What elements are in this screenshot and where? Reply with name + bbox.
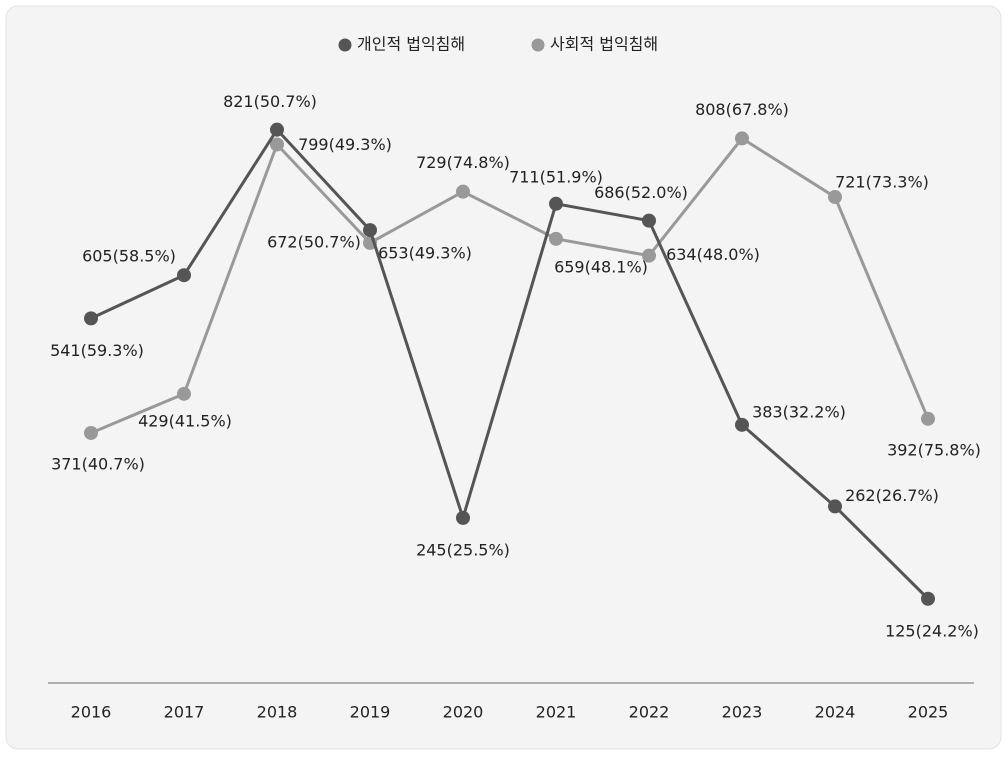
data-point <box>642 248 656 263</box>
data-point <box>549 196 563 211</box>
data-point <box>84 311 98 326</box>
data-point <box>84 425 98 440</box>
data-label: 245(25.5%) <box>416 540 510 559</box>
data-point <box>921 411 935 426</box>
x-tick-label: 2025 <box>908 703 949 722</box>
data-label: 821(50.7%) <box>223 92 317 111</box>
x-tick-label: 2017 <box>164 703 205 722</box>
data-point <box>177 386 191 401</box>
legend-label: 개인적 법익침해 <box>357 35 465 54</box>
data-point <box>270 122 284 137</box>
data-point <box>735 131 749 146</box>
data-point <box>456 510 470 525</box>
data-label: 808(67.8%) <box>695 100 789 119</box>
data-label: 659(48.1%) <box>554 257 648 276</box>
data-label: 634(48.0%) <box>666 245 760 264</box>
data-label: 653(49.3%) <box>378 243 472 262</box>
data-point <box>921 591 935 606</box>
data-point <box>549 231 563 246</box>
data-label: 125(24.2%) <box>885 621 979 640</box>
data-label: 429(41.5%) <box>138 411 232 430</box>
legend-marker <box>531 38 545 52</box>
data-point <box>177 268 191 283</box>
x-tick-label: 2018 <box>257 703 298 722</box>
x-tick-label: 2019 <box>350 703 391 722</box>
legend-marker <box>338 38 352 52</box>
series-line <box>90 127 930 600</box>
data-label: 371(40.7%) <box>51 454 145 473</box>
data-point <box>828 499 842 514</box>
x-tick-label: 2021 <box>536 703 577 722</box>
x-tick-label: 2024 <box>815 703 856 722</box>
data-label: 711(51.9%) <box>509 167 603 186</box>
data-label: 721(73.3%) <box>835 173 929 192</box>
x-tick-label: 2023 <box>722 703 763 722</box>
data-label: 383(32.2%) <box>752 402 846 421</box>
data-label: 392(75.8%) <box>887 440 981 459</box>
data-point <box>735 417 749 432</box>
data-point <box>270 137 284 152</box>
data-label: 262(26.7%) <box>845 486 939 505</box>
data-label: 672(50.7%) <box>267 233 361 252</box>
data-label: 605(58.5%) <box>82 247 176 266</box>
data-label: 729(74.8%) <box>416 153 510 172</box>
series-line <box>90 136 930 435</box>
data-point <box>456 184 470 199</box>
data-label: 799(49.3%) <box>298 135 392 154</box>
x-tick-label: 2016 <box>71 703 112 722</box>
data-label: 541(59.3%) <box>50 341 144 360</box>
legend-label: 사회적 법익침해 <box>550 35 658 54</box>
data-label: 686(52.0%) <box>594 183 688 202</box>
data-point <box>363 223 377 238</box>
x-tick-label: 2020 <box>443 703 484 722</box>
data-point <box>828 190 842 205</box>
data-point <box>642 213 656 228</box>
x-tick-label: 2022 <box>629 703 670 722</box>
